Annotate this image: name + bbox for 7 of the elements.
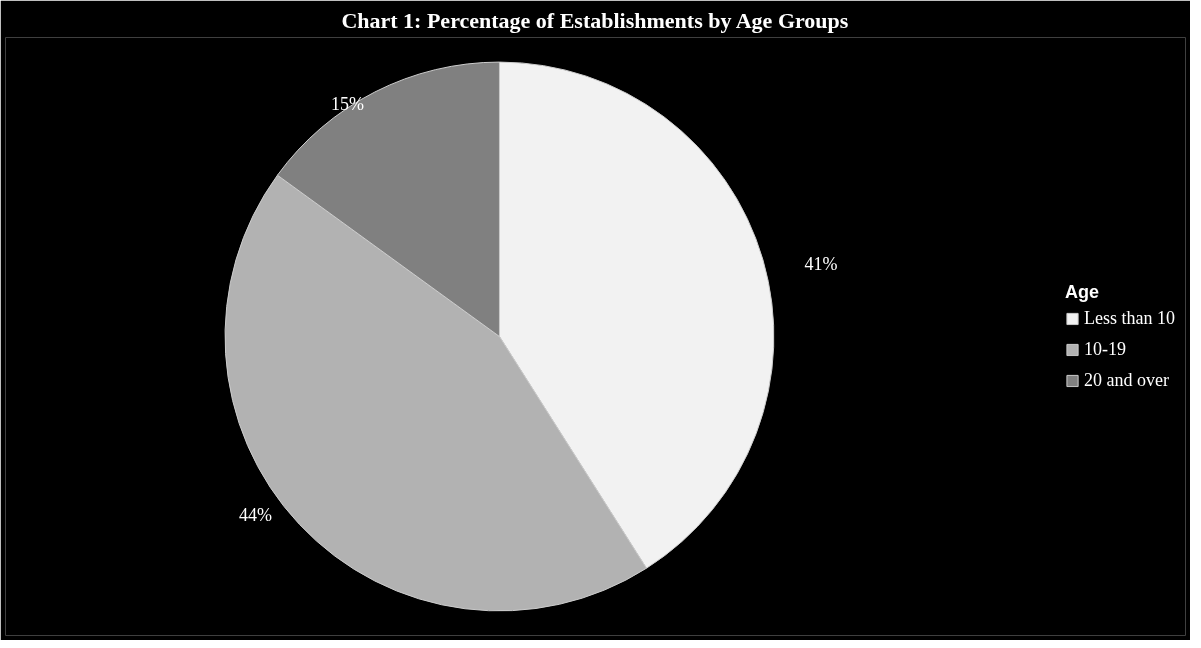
legend-title: Age [1065,281,1101,303]
legend-label: 10-19 [1084,338,1127,360]
chart-title: Chart 1: Percentage of Establishments by Age Groups [341,7,849,33]
legend-label: Less than 10 [1084,307,1175,329]
data-label: 41% [804,253,838,274]
legend-label: 20 and over [1084,369,1169,391]
data-label: 44% [238,504,272,525]
